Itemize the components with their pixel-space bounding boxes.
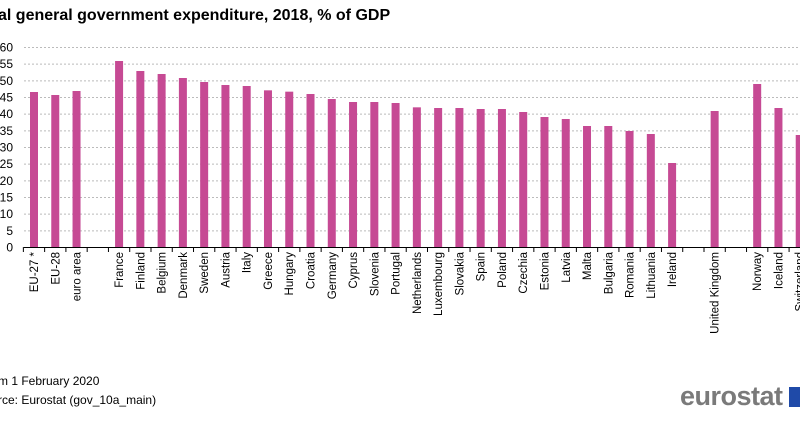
x-tick-label: Denmark bbox=[178, 252, 190, 299]
source-note: rce: Eurostat (gov_10a_main) bbox=[0, 393, 157, 407]
x-tick-label: Switzerland bbox=[795, 252, 800, 311]
x-tick-label: Italy bbox=[242, 252, 254, 273]
bar bbox=[476, 109, 485, 247]
bar bbox=[753, 84, 762, 247]
bar bbox=[434, 108, 443, 247]
x-tick-label: Netherlands bbox=[412, 252, 424, 314]
x-tick-label: EU-27 * bbox=[29, 251, 41, 292]
y-tick-label: 25 bbox=[0, 157, 13, 171]
eu-flag-icon bbox=[789, 387, 800, 407]
bar bbox=[455, 108, 464, 247]
x-tick-label: Hungary bbox=[284, 252, 296, 296]
bar bbox=[285, 91, 294, 248]
bar bbox=[242, 86, 251, 247]
bar bbox=[540, 117, 549, 247]
y-tick-label: 50 bbox=[0, 74, 13, 88]
x-tick-label: Croatia bbox=[306, 251, 318, 289]
x-tick-label: Norway bbox=[752, 252, 764, 291]
date-note: m 1 February 2020 bbox=[0, 374, 100, 388]
bar bbox=[136, 71, 145, 247]
bar bbox=[115, 61, 124, 247]
x-tick-label: Poland bbox=[497, 252, 509, 288]
x-tick-label: Sweden bbox=[199, 252, 211, 294]
y-tick-label: 55 bbox=[0, 57, 13, 71]
y-tick-label: 40 bbox=[0, 107, 13, 121]
bar bbox=[519, 112, 528, 247]
x-tick-label: Iceland bbox=[773, 252, 785, 289]
y-tick-label: 20 bbox=[0, 174, 13, 188]
bar bbox=[51, 95, 60, 247]
y-tick-label: 45 bbox=[0, 91, 13, 105]
x-tick-label: Spain bbox=[476, 252, 488, 281]
y-tick-label: 10 bbox=[0, 207, 13, 221]
y-tick-label: 5 bbox=[6, 224, 13, 238]
x-tick-label: euro area bbox=[72, 251, 84, 301]
bar bbox=[583, 126, 592, 247]
y-tick-label: 30 bbox=[0, 141, 13, 155]
x-tick-label: Finland bbox=[135, 252, 147, 290]
bar bbox=[349, 102, 358, 247]
bar bbox=[263, 90, 272, 247]
x-tick-label: Romania bbox=[625, 251, 637, 298]
bar bbox=[178, 78, 187, 247]
y-tick-label: 35 bbox=[0, 124, 13, 138]
bar bbox=[668, 163, 677, 247]
x-tick-label: Luxembourg bbox=[433, 252, 445, 316]
bar bbox=[370, 102, 379, 247]
x-tick-label: Austria bbox=[220, 251, 232, 287]
x-tick-label: France bbox=[114, 252, 126, 288]
bar bbox=[200, 82, 209, 247]
x-tick-label: Latvia bbox=[561, 251, 573, 282]
bar bbox=[306, 94, 315, 247]
bar bbox=[157, 74, 166, 247]
x-tick-label: Belgium bbox=[157, 252, 169, 294]
y-tick-label: 15 bbox=[0, 191, 13, 205]
x-tick-label: Ireland bbox=[667, 252, 679, 287]
x-tick-label: Estonia bbox=[539, 251, 551, 290]
x-tick-label: Malta bbox=[582, 251, 594, 280]
y-tick-label: 60 bbox=[0, 41, 13, 55]
x-tick-label: Slovenia bbox=[369, 251, 381, 296]
x-tick-label: Slovakia bbox=[454, 251, 466, 295]
eurostat-logo: eurostat bbox=[680, 381, 783, 411]
bar bbox=[604, 126, 613, 247]
x-tick-label: Czechia bbox=[518, 251, 530, 293]
bar bbox=[30, 92, 38, 247]
bar bbox=[710, 111, 719, 247]
x-tick-label: United Kingdom bbox=[710, 252, 722, 334]
x-tick-label: Lithuania bbox=[646, 251, 658, 298]
chart-title: al general government expenditure, 2018,… bbox=[0, 7, 391, 24]
x-tick-label: Cyprus bbox=[348, 252, 360, 289]
bar bbox=[795, 135, 800, 247]
bar bbox=[774, 108, 783, 247]
bar bbox=[72, 91, 81, 247]
bar bbox=[497, 109, 506, 247]
bar bbox=[646, 134, 655, 247]
bar bbox=[391, 103, 400, 247]
y-tick-label: 0 bbox=[6, 241, 13, 255]
x-tick-label: Portugal bbox=[391, 252, 403, 295]
bar bbox=[221, 85, 230, 247]
x-tick-label: EU-28 bbox=[50, 252, 62, 285]
bar bbox=[625, 131, 634, 247]
x-tick-label: Greece bbox=[263, 252, 275, 290]
bar bbox=[412, 107, 421, 247]
bar bbox=[561, 119, 570, 247]
x-tick-label: Germany bbox=[327, 252, 339, 300]
bar-chart: 0 5 10 15 20 25 30 35 40 45 50 55 60 EU-27 * EU-28 euro… bbox=[0, 41, 800, 334]
x-tick-label: Bulgaria bbox=[603, 251, 615, 294]
bar bbox=[327, 99, 336, 247]
